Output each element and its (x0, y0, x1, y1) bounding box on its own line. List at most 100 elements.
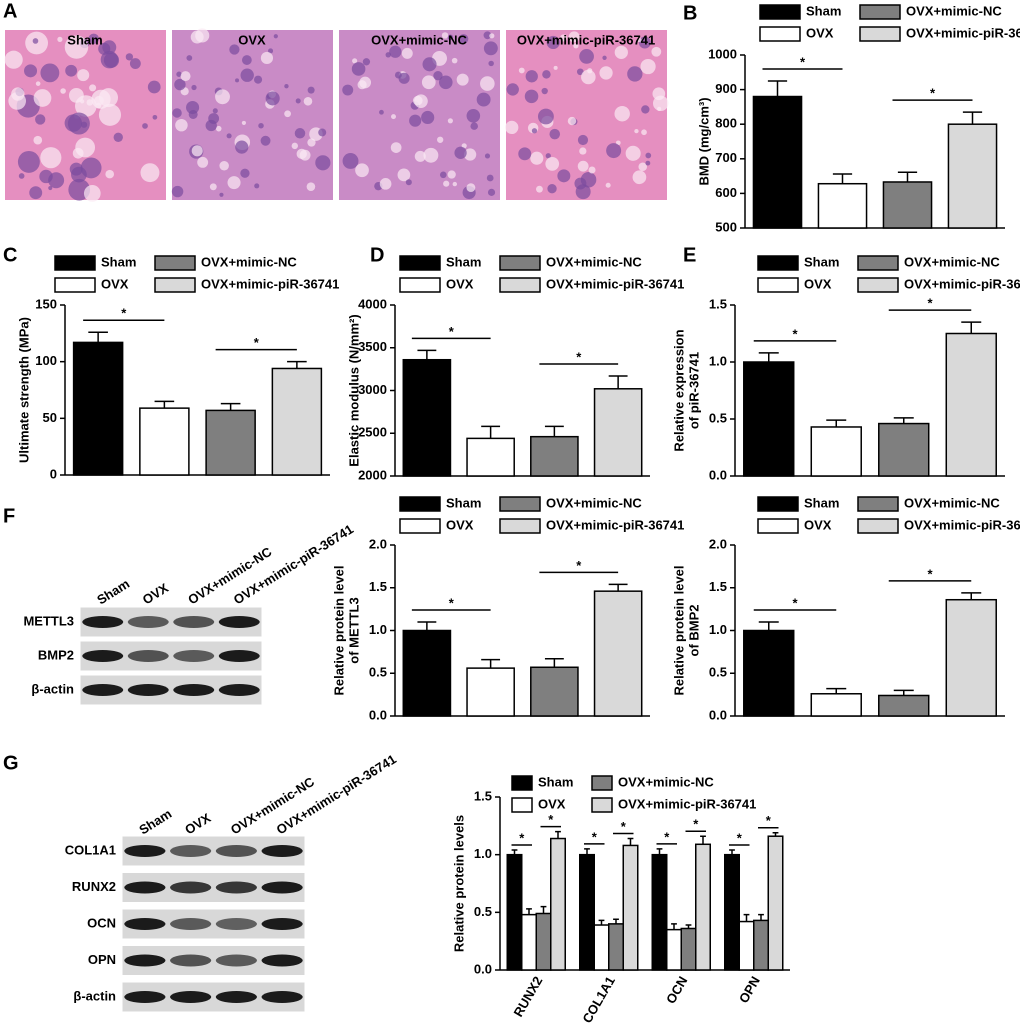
significance-label: * (792, 595, 798, 610)
cell (64, 35, 89, 59)
cell (147, 80, 161, 94)
y-tick-label: 3500 (358, 339, 387, 354)
y-tick-label: 50 (43, 410, 57, 425)
error-bar (893, 417, 914, 424)
cell (190, 30, 204, 44)
cell (17, 150, 40, 173)
blot-band (261, 881, 303, 894)
cell (67, 112, 90, 135)
cell (57, 36, 63, 43)
bar (530, 666, 579, 717)
cell (227, 176, 241, 190)
error-bar (511, 849, 518, 855)
cell (77, 69, 90, 82)
bar (817, 182, 868, 229)
significance-label: * (766, 813, 772, 828)
y-tick-label: 0.0 (709, 707, 727, 722)
cell (80, 157, 102, 179)
y-tick-label: 1.0 (369, 622, 387, 637)
cell (235, 140, 249, 154)
legend-swatch (399, 496, 441, 512)
bar (550, 837, 566, 971)
bar (506, 853, 523, 971)
significance-label: * (121, 306, 127, 321)
error-bar (700, 835, 706, 845)
blot-band (82, 616, 124, 628)
histology-image (4, 30, 166, 202)
blot-band (124, 991, 166, 1003)
cell (48, 172, 65, 189)
error-bar (526, 908, 532, 915)
significance-label: * (800, 54, 806, 69)
y-tick-label: 1.0 (709, 622, 727, 637)
legend-label: OVX+mimic-NC (906, 3, 1002, 18)
blot-band (215, 881, 257, 894)
cell (303, 96, 313, 106)
blot-band (218, 684, 260, 696)
cell (18, 173, 25, 179)
error-bar (598, 919, 605, 926)
legend-label: Sham (804, 254, 839, 269)
bar (878, 422, 930, 477)
cell (447, 170, 456, 179)
cell (452, 181, 458, 187)
cell (273, 34, 278, 39)
error-bar (540, 905, 547, 914)
cell (458, 34, 469, 44)
blot-band (82, 650, 124, 662)
cell (568, 31, 580, 43)
legend-swatch (857, 496, 899, 512)
cell (11, 87, 25, 101)
bar (878, 694, 930, 717)
error-bar (608, 375, 628, 389)
cell (240, 168, 250, 178)
image-label: OVX (238, 32, 266, 47)
legend-swatch (759, 26, 801, 42)
bar (767, 835, 784, 971)
cell (541, 87, 548, 95)
blot-band (215, 918, 257, 930)
y-axis-label: BMD (mg/cm³) (696, 97, 711, 185)
cell (29, 186, 43, 200)
row-label: β-actin (31, 681, 74, 696)
cell (421, 110, 435, 125)
y-tick-label: 2500 (358, 425, 387, 440)
cell (389, 45, 402, 58)
cell (487, 188, 496, 196)
histology-image (339, 30, 500, 200)
legend-label: OVX+mimic-piR-36741 (618, 796, 756, 811)
bar (205, 409, 256, 476)
cell (464, 148, 477, 161)
legend-swatch (154, 255, 196, 271)
cell (581, 69, 596, 85)
error-bar (897, 171, 918, 182)
panel-letter: B (683, 2, 697, 24)
cell (284, 84, 289, 89)
cell (641, 105, 650, 114)
cell (645, 160, 651, 166)
error-bar (627, 837, 634, 846)
error-bar (220, 402, 241, 411)
row-label: COL1A1 (65, 842, 116, 857)
cell (560, 34, 568, 42)
cell (89, 84, 97, 92)
cell (48, 185, 53, 191)
cell (553, 65, 558, 70)
bar (666, 928, 682, 971)
bar (738, 920, 755, 971)
bar (753, 919, 769, 971)
cell (627, 66, 643, 82)
cell (186, 55, 193, 61)
bar (521, 913, 537, 971)
cell (484, 153, 491, 159)
significance-label: * (621, 819, 627, 834)
y-tick-label: 1.0 (709, 353, 727, 368)
cell (483, 41, 498, 56)
error-bar (772, 832, 779, 837)
cell (545, 153, 551, 159)
cell (599, 66, 613, 80)
cell (470, 122, 478, 130)
cell (35, 81, 41, 86)
legend-label: OVX (538, 796, 566, 811)
cell (483, 31, 492, 40)
